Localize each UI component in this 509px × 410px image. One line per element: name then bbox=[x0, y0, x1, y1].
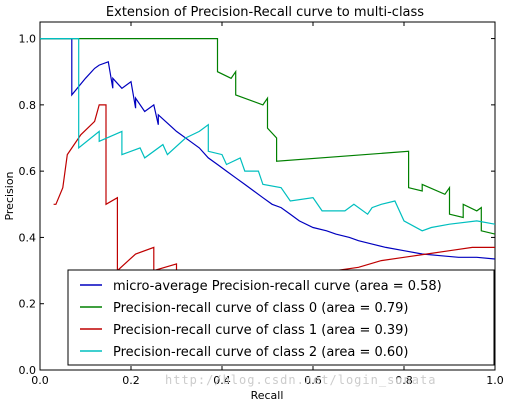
x-tick-label: 0.6 bbox=[304, 374, 322, 387]
legend-box bbox=[67, 269, 495, 366]
y-axis-label: Precision bbox=[3, 171, 16, 220]
watermark: http://blog.csdn.net/login_sonata bbox=[165, 373, 437, 387]
chart-title: Extension of Precision-Recall curve to m… bbox=[106, 5, 424, 20]
legend-label-3: Precision-recall curve of class 2 (area … bbox=[113, 345, 408, 360]
x-tick-label: 0.8 bbox=[395, 374, 413, 387]
y-tick-label: 1.0 bbox=[19, 33, 37, 46]
legend-label-1: Precision-recall curve of class 0 (area … bbox=[113, 301, 408, 316]
y-tick-label: 0.8 bbox=[19, 99, 37, 112]
x-axis-label: Recall bbox=[251, 389, 284, 402]
y-tick-label: 0.4 bbox=[19, 231, 37, 244]
legend: micro-average Precision-recall curve (ar… bbox=[67, 269, 495, 366]
series-line-1 bbox=[40, 37, 495, 235]
x-tick-label: 0.2 bbox=[122, 374, 140, 387]
axis-ticks: 0.0 0.2 0.4 0.6 0.8 1.0 0.0 0.2 0.4 0.6 0.8 1.0 bbox=[19, 22, 504, 387]
y-tick-label: 0.2 bbox=[19, 298, 37, 311]
y-tick-label: 0.0 bbox=[19, 364, 37, 377]
x-tick-label: 0.0 bbox=[31, 374, 49, 387]
series-line-0 bbox=[40, 37, 495, 260]
x-tick-label: 0.4 bbox=[213, 374, 231, 387]
x-tick-label: 1.0 bbox=[486, 374, 504, 387]
series-line-3 bbox=[40, 37, 495, 232]
legend-label-0: micro-average Precision-recall curve (ar… bbox=[113, 279, 442, 294]
y-tick-label: 0.6 bbox=[19, 165, 37, 178]
legend-label-2: Precision-recall curve of class 1 (area … bbox=[113, 323, 408, 338]
